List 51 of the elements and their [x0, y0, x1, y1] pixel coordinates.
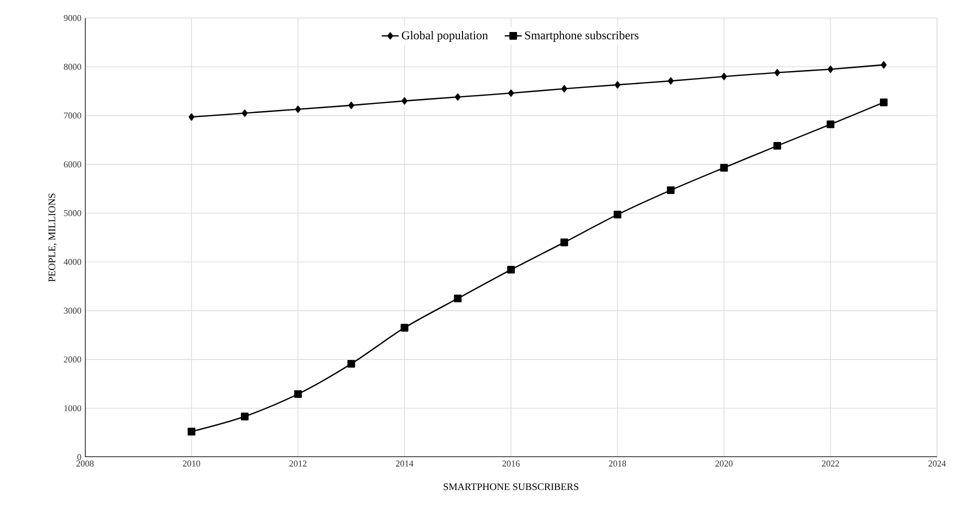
x-axis-title: SMARTPHONE SUBSCRIBERS — [444, 483, 578, 490]
point — [880, 98, 888, 106]
point — [454, 294, 462, 302]
point — [242, 109, 248, 117]
y-tick-label: 1000 — [64, 405, 82, 412]
point — [402, 97, 408, 105]
point — [721, 72, 727, 80]
point — [508, 89, 514, 97]
legend-label: Global population — [402, 30, 488, 42]
y-tick-label: 2000 — [64, 356, 82, 362]
y-tick-label: 9000 — [64, 14, 82, 22]
point — [668, 77, 674, 85]
x-tick-label: 2022 — [822, 460, 839, 467]
point — [560, 238, 568, 246]
point — [826, 120, 834, 128]
y-tick-label: 0 — [77, 454, 82, 460]
y-tick-label: 4000 — [64, 258, 82, 265]
y-tick-label: 6000 — [64, 161, 82, 168]
x-tick-label: 2024 — [928, 460, 946, 467]
point — [188, 428, 196, 436]
point — [188, 113, 194, 121]
x-tick-label: 2018 — [608, 460, 626, 467]
legend-label: Smartphone subscribers — [525, 30, 638, 42]
y-tick-label: 8000 — [64, 64, 82, 70]
y-axis-title: PEOPLE, MILLIONS — [48, 194, 57, 282]
point — [561, 85, 568, 92]
point — [294, 390, 302, 398]
y-tick-label: 5000 — [64, 210, 82, 216]
point — [828, 66, 834, 73]
point — [347, 360, 356, 368]
point — [454, 93, 461, 101]
y-tick-label: 7000 — [64, 112, 82, 119]
x-tick-label: 2016 — [502, 460, 520, 467]
point — [507, 266, 515, 274]
point — [774, 69, 780, 76]
x-tick-label: 2014 — [396, 460, 414, 467]
y-tick-label: 3000 — [64, 308, 82, 314]
point — [666, 186, 675, 194]
x-tick-label: 2012 — [289, 460, 306, 467]
point — [614, 210, 622, 218]
point — [720, 164, 728, 172]
x-tick-label: 2010 — [182, 460, 200, 467]
point — [295, 106, 301, 113]
point — [240, 412, 249, 420]
point — [773, 142, 782, 150]
point — [400, 324, 408, 332]
point — [880, 61, 887, 68]
point — [614, 81, 620, 88]
x-tick-label: 2008 — [76, 460, 94, 467]
x-tick-label: 2020 — [715, 460, 733, 467]
point — [348, 102, 354, 109]
